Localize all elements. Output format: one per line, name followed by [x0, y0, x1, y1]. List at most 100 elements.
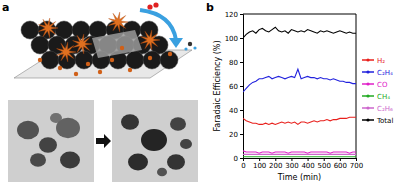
tick-mark — [240, 62, 243, 63]
tick-mark — [240, 38, 243, 39]
sphere — [21, 21, 39, 39]
panel-label: b — [206, 1, 214, 14]
tem-arrow — [96, 134, 111, 148]
tick-label: 200 — [269, 162, 282, 170]
tem-particle — [121, 114, 139, 129]
particle — [110, 58, 114, 62]
tem-image — [8, 100, 94, 182]
tick-mark — [308, 158, 309, 161]
tick-mark — [240, 110, 243, 111]
series-line — [243, 156, 356, 157]
tick-label: 700 — [350, 162, 363, 170]
tick: 700 — [350, 158, 363, 170]
tick-mark — [324, 158, 325, 161]
legend-marker — [366, 118, 369, 121]
legend-marker — [366, 94, 369, 97]
star — [39, 18, 58, 38]
plot-area — [243, 27, 356, 157]
molecule — [184, 47, 187, 50]
tick-mark — [340, 158, 341, 161]
tick-mark — [240, 86, 243, 87]
sphere — [75, 51, 93, 69]
particles — [38, 46, 172, 76]
tick-mark — [259, 158, 260, 161]
tem-particle — [180, 139, 192, 149]
legend-label: C₂H₄ — [377, 69, 393, 77]
sphere — [143, 51, 161, 69]
tick: 500 — [318, 158, 331, 170]
tick-label: 20 — [229, 131, 238, 139]
star — [109, 12, 128, 32]
tick: 600 — [334, 158, 347, 170]
tick-label: 100 — [253, 162, 266, 170]
particle — [74, 72, 78, 76]
tem-particle — [39, 137, 57, 152]
star — [141, 30, 160, 50]
star — [57, 42, 76, 62]
tick: 100 — [225, 35, 243, 43]
tem-particle — [60, 152, 80, 169]
tem-particle — [128, 154, 148, 171]
particle — [128, 68, 132, 72]
tick: 60 — [229, 83, 243, 91]
legend-swatch — [362, 71, 374, 73]
axis-line — [240, 15, 244, 159]
series-line — [243, 69, 356, 92]
sphere — [126, 51, 144, 69]
tick-label: 40 — [229, 107, 238, 115]
legend-swatch — [362, 107, 374, 109]
arrow-head — [169, 38, 183, 48]
molecule — [147, 4, 152, 9]
sphere — [160, 51, 178, 69]
particle — [120, 46, 124, 50]
tem-particle — [170, 117, 186, 131]
tick-label: 100 — [225, 35, 238, 43]
sheet — [92, 30, 142, 58]
panel-b: b0100200300400500600700020406080100120Ti… — [206, 1, 393, 182]
tem-particle — [141, 129, 167, 151]
tem-particle — [17, 121, 39, 140]
particle — [86, 62, 90, 66]
particle — [58, 66, 62, 70]
tem-particle — [167, 154, 185, 169]
tick: 100 — [253, 158, 266, 170]
tick-mark — [240, 14, 243, 15]
legend-label: CO — [377, 81, 388, 89]
tick: 0 — [234, 155, 243, 163]
tick-mark — [240, 158, 243, 159]
plot-frame — [243, 14, 356, 158]
series-line — [243, 27, 356, 38]
tick: 80 — [229, 59, 243, 67]
tick: 20 — [229, 131, 243, 139]
tem-particle — [30, 153, 46, 167]
tick-label: 0 — [234, 155, 238, 163]
particle — [148, 56, 152, 60]
tick-label: 120 — [225, 11, 238, 19]
arrow — [140, 10, 176, 40]
tick-mark — [291, 158, 292, 161]
tick: 200 — [269, 158, 282, 170]
axis-line — [244, 159, 357, 162]
particle — [98, 70, 102, 74]
tick-label: 300 — [285, 162, 298, 170]
series-line — [243, 151, 356, 153]
panel-a: a — [2, 1, 198, 182]
tick-mark — [275, 158, 276, 161]
molecule — [193, 46, 196, 49]
tick: 0 — [241, 158, 245, 170]
legend-label: Total — [376, 117, 393, 125]
legend-swatch — [362, 119, 374, 121]
legend-swatch — [362, 83, 374, 85]
sphere — [31, 36, 49, 54]
tick-label: 400 — [301, 162, 314, 170]
tick-mark — [240, 134, 243, 135]
axis-xticks: 0 100200300400 500600700 — [241, 158, 363, 170]
molecule — [153, 2, 158, 7]
legend-label: CH₄ — [377, 93, 390, 101]
legend-label: C₂H₆ — [377, 105, 393, 113]
figure: ab0100200300400500600700020406080100120T… — [0, 0, 414, 186]
legend-marker — [366, 70, 369, 73]
sphere — [41, 51, 59, 69]
tem-background — [8, 100, 94, 182]
tick-label: 60 — [229, 83, 238, 91]
